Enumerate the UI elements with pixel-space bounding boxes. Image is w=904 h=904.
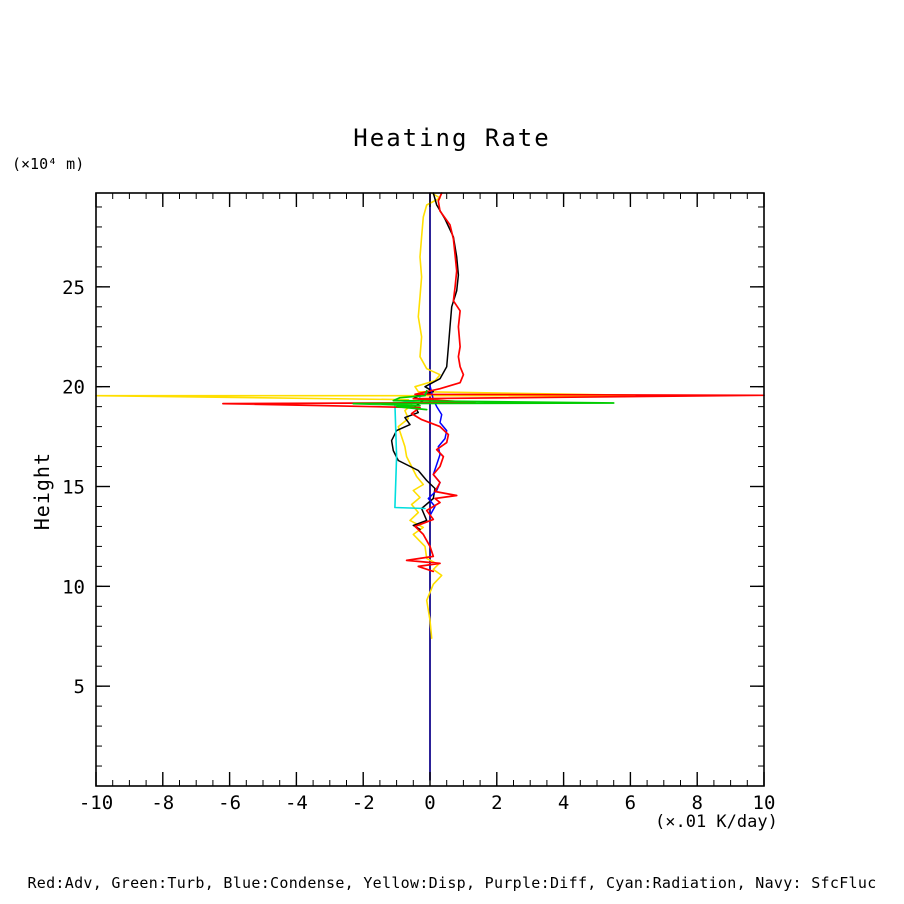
series-line-Turb — [352, 389, 615, 411]
y-tick-label: 15 — [62, 477, 85, 499]
x-tick-label: 2 — [491, 792, 502, 814]
x-tick-label: 8 — [691, 792, 702, 814]
y-tick-label: 5 — [74, 676, 85, 698]
x-tick-label: 0 — [424, 792, 435, 814]
axis-ticks — [95, 193, 765, 786]
x-tick-label: 10 — [753, 792, 776, 814]
y-tick-label: 25 — [62, 277, 85, 299]
chart-title: Heating Rate — [353, 124, 551, 152]
x-tick-label: -10 — [79, 792, 113, 814]
x-tick-label: -8 — [151, 792, 174, 814]
y-tick-label: 10 — [62, 576, 85, 598]
series-line-black — [390, 192, 460, 531]
x-tick-label: 6 — [625, 792, 636, 814]
legend-caption: Red:Adv, Green:Turb, Blue:Condense, Yell… — [27, 874, 877, 892]
x-tick-label: -2 — [352, 792, 375, 814]
y-tick-label: 20 — [62, 377, 85, 399]
y-axis-unit-label: (×10⁴ m) — [12, 155, 85, 173]
series-line-Disp — [95, 192, 662, 640]
x-tick-label: -4 — [285, 792, 308, 814]
x-tick-label: -6 — [218, 792, 241, 814]
series-group — [95, 192, 765, 781]
series-line-Adv — [222, 192, 765, 573]
x-tick-label: 4 — [558, 792, 569, 814]
axis-tick-labels: -10 -8 -6 -4 -2 0 2 4 6 8 10 5 10 15 20 25 — [62, 277, 775, 814]
series-line-Radiation — [394, 391, 428, 510]
y-axis-label: Height — [30, 452, 54, 531]
x-axis-unit-label: (×.01 K/day) — [655, 812, 778, 832]
series-line-Condense — [427, 384, 448, 517]
